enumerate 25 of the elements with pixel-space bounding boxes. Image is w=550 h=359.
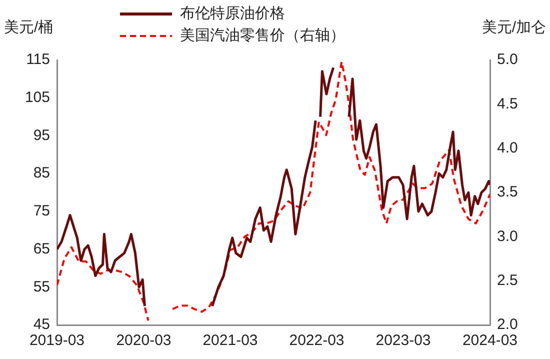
x-tick-label: 2022-03 (289, 332, 344, 350)
y-tick-label: 65 (33, 240, 50, 258)
x-tick-label: 2021-03 (202, 332, 258, 350)
legend-label: 美国汽油零售价（右轴） (180, 27, 345, 44)
y2-tick-label: 3.5 (497, 184, 518, 201)
y2-tick-label: 5.0 (497, 51, 518, 68)
y2-tick-label: 3.0 (497, 228, 518, 245)
y-axis-title: 美元/桶 (4, 19, 54, 36)
x-tick-label: 2023-03 (376, 332, 431, 350)
y-tick-label: 105 (24, 89, 50, 106)
x-tick-label: 2020-03 (116, 332, 172, 350)
x-tick-label: 2019-03 (29, 332, 85, 350)
y2-axis-title: 美元/加仑 (482, 19, 546, 36)
y-tick-label: 115 (26, 51, 50, 68)
y-tick-label: 55 (33, 278, 50, 296)
x-tick-label: 2024-03 (462, 332, 518, 350)
y2-tick-label: 4.0 (497, 139, 518, 156)
y2-tick-label: 2.0 (497, 316, 518, 334)
legend-label: 布伦特原油价格 (180, 5, 285, 22)
y2-tick-label: 4.5 (497, 95, 518, 112)
y-tick-label: 85 (33, 164, 50, 182)
y-tick-label: 45 (33, 316, 50, 334)
y-tick-label: 75 (33, 202, 50, 220)
y2-tick-label: 2.5 (497, 272, 518, 289)
y-tick-label: 95 (33, 126, 50, 144)
